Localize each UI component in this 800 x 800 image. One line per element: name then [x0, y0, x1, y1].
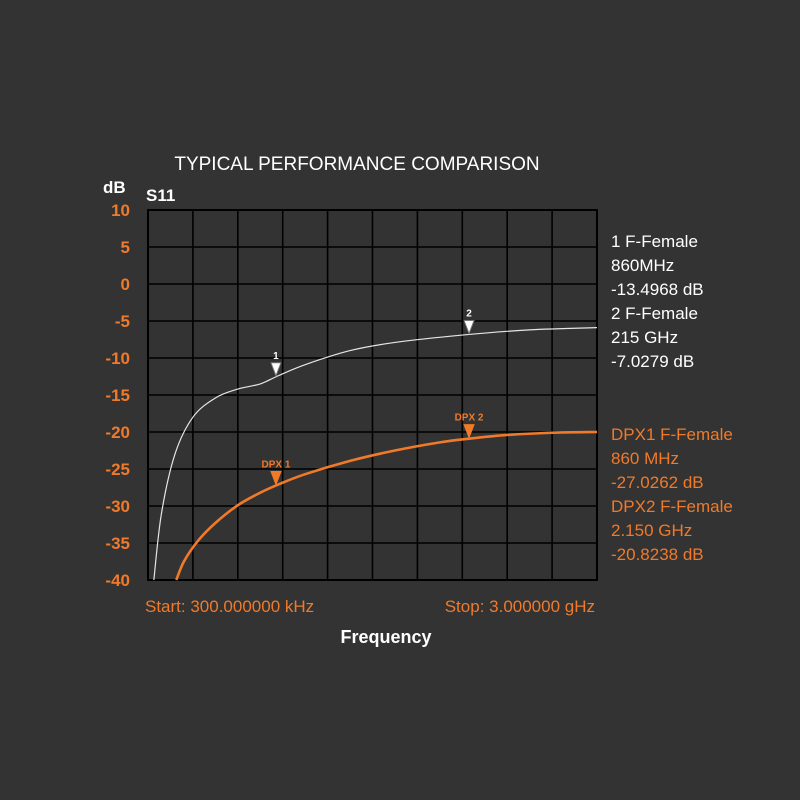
legend-orange-line: DPX1 F-Female: [611, 425, 733, 444]
marker-label: 2: [466, 309, 472, 320]
y-tick-label: -35: [105, 534, 130, 553]
marker-triangle: [270, 471, 282, 486]
legend-orange-line: 2.150 GHz: [611, 521, 692, 540]
marker-triangle: [463, 320, 475, 335]
chart-title: TYPICAL PERFORMANCE COMPARISON: [174, 154, 539, 175]
y-tick-label: -30: [105, 497, 130, 516]
marker-label: DPX 1: [262, 460, 291, 471]
legend-orange-line: 860 MHz: [611, 449, 679, 468]
marker-triangle: [463, 424, 475, 440]
series-line-1: [153, 327, 598, 581]
legend-orange-line: DPX2 F-Female: [611, 497, 733, 516]
series-line-2: [175, 430, 598, 581]
chart-grid: [147, 209, 598, 581]
legend-white-line: -7.0279 dB: [611, 352, 694, 371]
marker-triangle: [270, 362, 282, 378]
x-start-label: Start: 300.000000 kHz: [145, 597, 314, 616]
marker-label: DPX 2: [455, 413, 484, 424]
x-stop-label: Stop: 3.000000 gHz: [445, 597, 595, 616]
y-tick-label: -40: [105, 571, 130, 590]
y-tick-label: -10: [105, 349, 130, 368]
legend-white-line: 1 F-Female: [611, 232, 698, 251]
series-layer: [153, 327, 598, 581]
legend-white-line: -13.4968 dB: [611, 280, 704, 299]
y-tick-label: -15: [105, 386, 130, 405]
legend-orange-line: -27.0262 dB: [611, 473, 704, 492]
y-tick-label: -20: [105, 423, 130, 442]
legend-white-line: 2 F-Female: [611, 304, 698, 323]
y-tick-label: 5: [121, 238, 130, 257]
y-axis-ticks: 10 5 0 -5 -10 -15 -20 -25 -30 -35 -40: [105, 201, 130, 590]
legend-white-line: 215 GHz: [611, 328, 678, 347]
legend-orange-line: -20.8238 dB: [611, 545, 704, 564]
legend-annotations: 1 F-Female 860MHz -13.4968 dB 2 F-Female 215…: [611, 232, 733, 564]
y-tick-label: 0: [121, 275, 130, 294]
marker-label: 1: [273, 351, 279, 362]
y-tick-label: -5: [115, 312, 130, 331]
x-axis-label: Frequency: [340, 627, 431, 647]
legend-white-line: 860MHz: [611, 256, 674, 275]
y-tick-label: -25: [105, 460, 130, 479]
parameter-label: S11: [146, 186, 175, 205]
y-axis-unit: dB: [103, 178, 126, 197]
y-tick-label: 10: [111, 201, 130, 220]
marker-layer: 1 2 DPX 1 DPX 2: [262, 309, 484, 486]
